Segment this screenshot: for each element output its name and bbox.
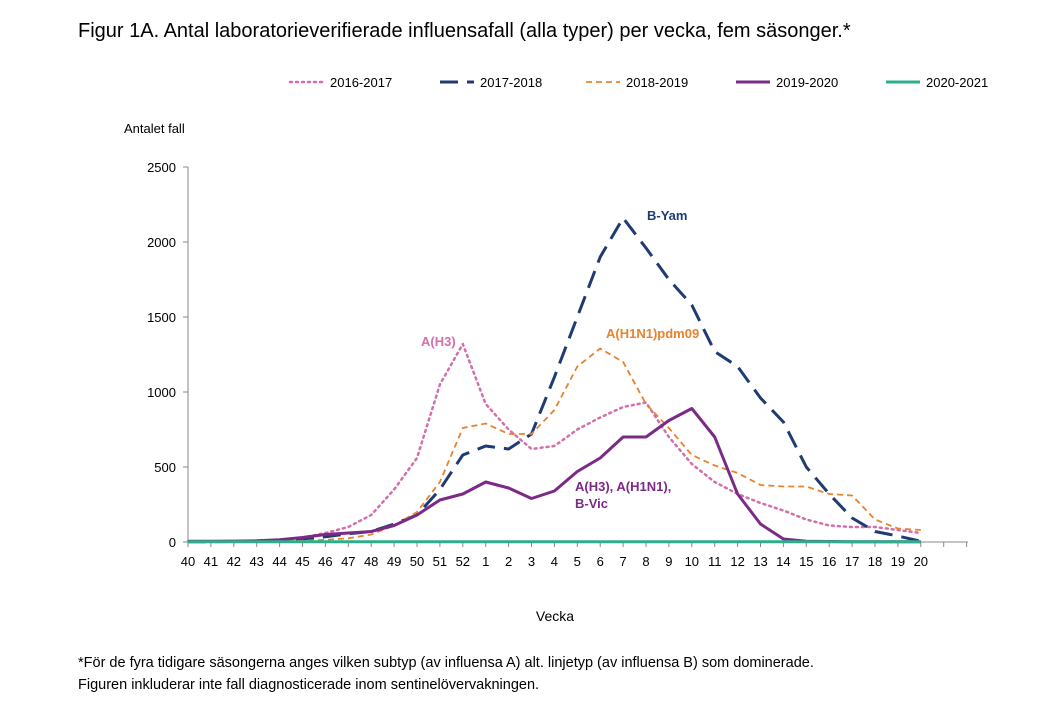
y-tick-label: 0 bbox=[169, 535, 176, 550]
x-tick-label: 12 bbox=[730, 554, 744, 569]
y-axis: 0 500 1000 1500 2000 2500 Antalet fall bbox=[124, 121, 189, 550]
annotation-label: A(H1N1)pdm09 bbox=[606, 326, 699, 341]
legend-label-2018-2019: 2018-2019 bbox=[626, 75, 688, 90]
legend-label-2019-2020: 2019-2020 bbox=[776, 75, 838, 90]
x-tick-label: 8 bbox=[642, 554, 649, 569]
footnote: *För de fyra tidigare säsongerna anges v… bbox=[78, 652, 814, 696]
x-tick-label: 2 bbox=[505, 554, 512, 569]
x-tick-label: 46 bbox=[318, 554, 332, 569]
y-tick-label: 2500 bbox=[147, 160, 176, 175]
x-tick-label: 45 bbox=[295, 554, 309, 569]
x-tick-label: 10 bbox=[685, 554, 699, 569]
x-tick-label: 17 bbox=[845, 554, 859, 569]
x-tick-label: 51 bbox=[433, 554, 447, 569]
x-tick-label: 19 bbox=[891, 554, 905, 569]
series-lines bbox=[186, 216, 923, 544]
x-tick-label: 40 bbox=[181, 554, 195, 569]
y-tick-label: 2000 bbox=[147, 235, 176, 250]
x-tick-label: 50 bbox=[410, 554, 424, 569]
x-tick-label: 11 bbox=[708, 554, 722, 569]
x-tick-label: 41 bbox=[204, 554, 218, 569]
x-tick-label: 44 bbox=[272, 554, 286, 569]
annotation-label: A(H3) bbox=[421, 334, 456, 349]
x-tick-label: 6 bbox=[597, 554, 604, 569]
x-tick-label: 20 bbox=[914, 554, 928, 569]
x-tick-label: 3 bbox=[528, 554, 535, 569]
legend-label-2020-2021: 2020-2021 bbox=[926, 75, 988, 90]
x-axis: 40 41 42 43 44 45 46 47 48 49 50 51 52 1 2 3 4 5 6 7 8 9 10 11 1… bbox=[181, 541, 968, 624]
legend-label-2016-2017: 2016-2017 bbox=[330, 75, 392, 90]
footnote-line-1: *För de fyra tidigare säsongerna anges v… bbox=[78, 655, 814, 671]
annotation-label: A(H3), A(H1N1), bbox=[575, 479, 671, 494]
legend: 2016-2017 2017-2018 2018-2019 2019-2020 2020… bbox=[288, 75, 988, 90]
annotation-label: B-Yam bbox=[647, 208, 687, 223]
x-tick-label: 5 bbox=[574, 554, 581, 569]
annotations: A(H3) B-Yam A(H1N1)pdm09 A(H3), A(H1N1), B-V… bbox=[421, 208, 699, 511]
y-tick-label: 500 bbox=[154, 460, 176, 475]
x-tick-label: 14 bbox=[776, 554, 790, 569]
series-line-2017-2018 bbox=[188, 216, 922, 544]
x-tick-label: 1 bbox=[482, 554, 489, 569]
legend-label-2017-2018: 2017-2018 bbox=[480, 75, 542, 90]
footnote-line-2: Figuren inkluderar inte fall diagnostice… bbox=[78, 677, 540, 693]
chart-title: Figur 1A. Antal laboratorieverifierade i… bbox=[78, 20, 851, 42]
x-axis-label: Vecka bbox=[536, 608, 574, 624]
x-tick-label: 7 bbox=[619, 554, 626, 569]
x-tick-label: 42 bbox=[227, 554, 241, 569]
x-tick-label: 49 bbox=[387, 554, 401, 569]
x-tick-label: 48 bbox=[364, 554, 378, 569]
y-tick-label: 1000 bbox=[147, 385, 176, 400]
annotation-label: B-Vic bbox=[575, 496, 608, 511]
x-tick-label: 13 bbox=[753, 554, 767, 569]
x-tick-label: 16 bbox=[822, 554, 836, 569]
x-tick-label: 47 bbox=[341, 554, 355, 569]
x-tick-label: 18 bbox=[868, 554, 882, 569]
x-tick-label: 15 bbox=[799, 554, 813, 569]
x-tick-label: 4 bbox=[551, 554, 558, 569]
x-tick-label: 9 bbox=[665, 554, 672, 569]
x-tick-label: 52 bbox=[456, 554, 470, 569]
y-tick-label: 1500 bbox=[147, 310, 176, 325]
y-axis-label: Antalet fall bbox=[124, 121, 185, 136]
x-tick-label: 43 bbox=[249, 554, 263, 569]
